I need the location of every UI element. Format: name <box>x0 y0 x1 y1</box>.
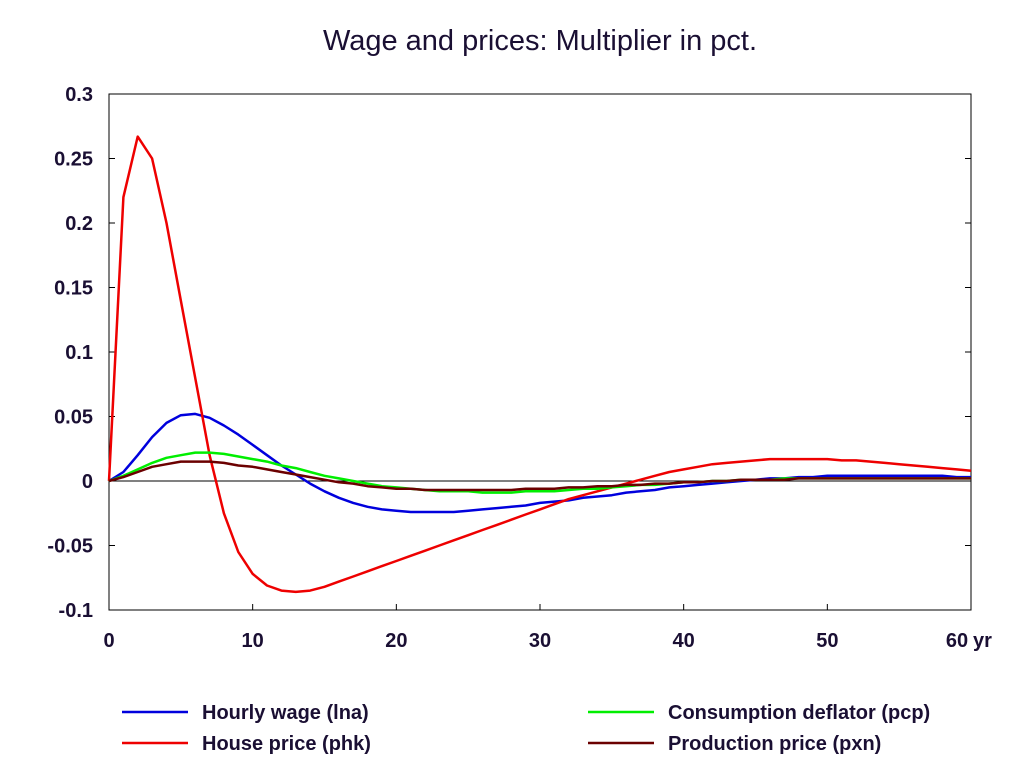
series-line-0 <box>108 412 971 514</box>
y-tick-label: -0.1 <box>59 600 93 622</box>
y-tick-label: 0 <box>82 471 93 493</box>
y-tick-label: 0.05 <box>54 407 93 429</box>
x-tick-label: 40 <box>673 630 695 652</box>
y-tick-label: 0.1 <box>65 342 93 364</box>
y-tick-label: 0.2 <box>65 213 93 235</box>
x-tick-label: 0 <box>103 630 114 652</box>
legend-label: Production price (pxn) <box>668 733 881 755</box>
chart-title: Wage and prices: Multiplier in pct. <box>323 25 757 57</box>
x-unit-label: yr <box>973 630 992 652</box>
legend: Hourly wage (lna) House price (phk) Consum… <box>122 702 930 755</box>
series-lines <box>107 135 972 594</box>
plot-frame <box>108 93 972 611</box>
legend-label: House price (phk) <box>202 733 371 755</box>
x-tick-label: 10 <box>242 630 264 652</box>
y-axis: -0.1 -0.05 0 0.05 0.1 0.15 0.2 0.25 0.3 <box>47 84 971 622</box>
series-line-2 <box>107 135 972 594</box>
x-tick-label: 30 <box>529 630 551 652</box>
x-tick-label: 50 <box>816 630 838 652</box>
x-axis: 0 10 20 30 40 50 60 yr <box>103 604 992 652</box>
series-line-1 <box>108 451 971 494</box>
y-tick-label: 0.25 <box>54 149 93 171</box>
x-tick-label: 60 <box>946 630 968 652</box>
y-tick-label: -0.05 <box>47 536 93 558</box>
y-tick-label: 0.15 <box>54 278 93 300</box>
series-line-3 <box>108 460 971 492</box>
legend-label: Hourly wage (lna) <box>202 702 369 724</box>
x-tick-label: 20 <box>385 630 407 652</box>
y-tick-label: 0.3 <box>65 84 93 106</box>
legend-label: Consumption deflator (pcp) <box>668 702 930 724</box>
